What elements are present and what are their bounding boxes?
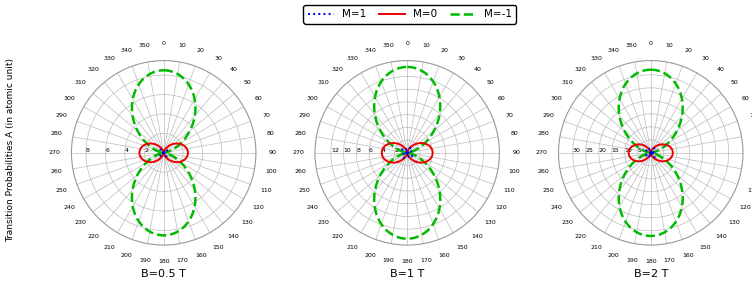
- Title: B=1 T: B=1 T: [390, 269, 424, 279]
- Text: Transition Probabilities A (in atomic unit): Transition Probabilities A (in atomic un…: [6, 58, 15, 242]
- Legend: M=1, M=0, M=-1: M=1, M=0, M=-1: [303, 5, 517, 23]
- Title: B=2 T: B=2 T: [633, 269, 668, 279]
- Title: B=0.5 T: B=0.5 T: [141, 269, 186, 279]
